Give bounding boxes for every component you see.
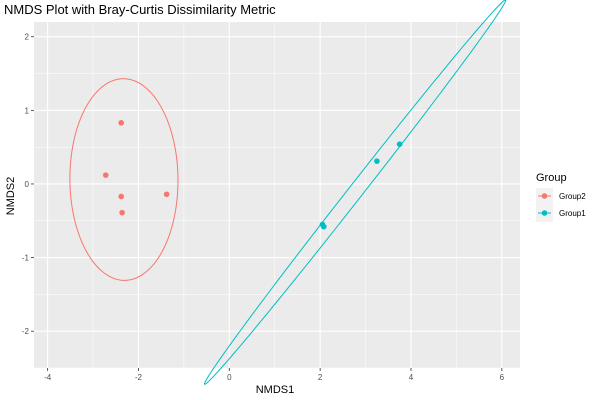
y-tick-label: -1 (22, 254, 30, 263)
ellipses (69, 0, 507, 385)
y-tick-label: 0 (25, 180, 30, 189)
grid-lines (34, 22, 520, 369)
data-point-group2 (102, 172, 109, 178)
confidence-ellipse-group2 (69, 78, 179, 281)
x-axis-title: NMDS1 (256, 384, 295, 396)
confidence-ellipse-group1 (203, 0, 507, 385)
data-points (102, 120, 403, 230)
data-point-group2 (119, 209, 125, 216)
legend-title: Group (536, 172, 567, 184)
legend: Group Group2 Group1 (536, 172, 586, 222)
x-tick-label: 4 (409, 373, 414, 382)
data-point-group1 (396, 141, 403, 148)
y-tick-label: 2 (25, 33, 30, 42)
legend-label-group1: Group1 (559, 209, 586, 218)
y-tick-label: 1 (25, 106, 30, 115)
data-point-group1 (320, 223, 327, 230)
legend-label-group2: Group2 (559, 192, 586, 201)
x-tick-label: -2 (135, 373, 143, 382)
x-tick-label: -4 (44, 373, 52, 382)
x-tick-label: 6 (500, 373, 505, 382)
x-tick-label: 2 (318, 373, 323, 382)
y-tick-label: -2 (22, 327, 30, 336)
data-point-group1 (374, 158, 380, 164)
legend-key-point (541, 210, 548, 216)
legend-key-point (541, 193, 548, 199)
data-point-group2 (163, 191, 170, 198)
data-point-group2 (118, 193, 125, 200)
axes: -4 -2 0 2 4 6 -2 -1 0 1 2 (22, 33, 505, 382)
data-point-group2 (118, 120, 125, 126)
plot-panel (34, 22, 520, 368)
chart-title: NMDS Plot with Bray-Curtis Dissimilarity… (4, 2, 276, 17)
x-tick-label: 0 (227, 373, 232, 382)
y-axis-title: NMDS2 (5, 177, 17, 216)
